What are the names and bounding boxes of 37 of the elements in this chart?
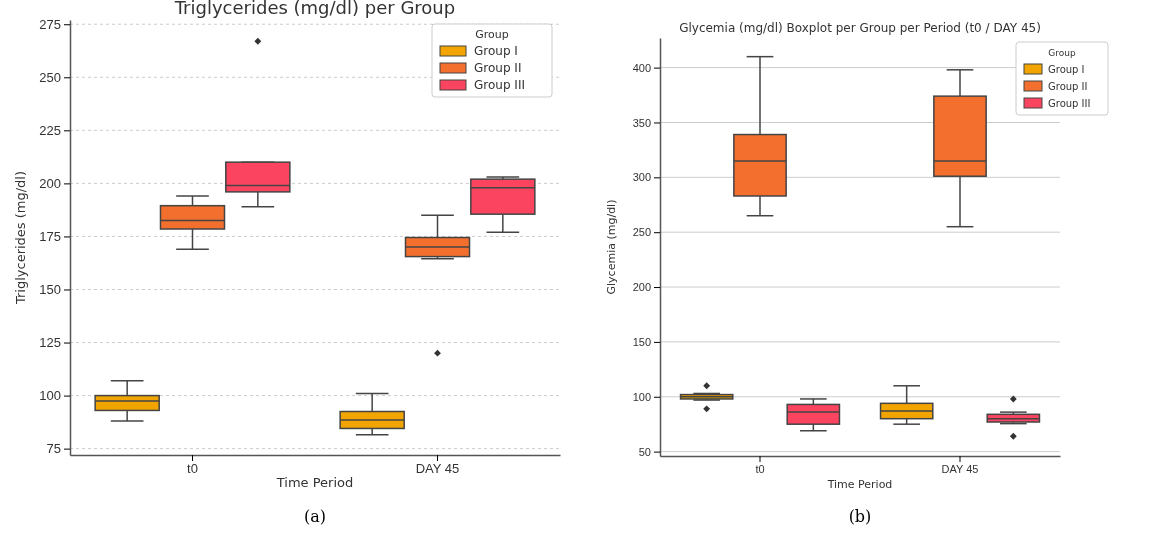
y-tick-label: 250 — [39, 69, 61, 85]
legend-label: Group II — [1048, 81, 1088, 92]
y-tick-label: 75 — [46, 441, 61, 457]
y-tick-label: 100 — [39, 388, 61, 404]
x-tick-label: t0 — [755, 462, 765, 475]
legend-label: Group III — [474, 78, 525, 92]
chart-title: Glycemia (mg/dl) Boxplot per Group per Period (t0 / DAY 45) — [679, 21, 1041, 35]
y-tick-label: 225 — [39, 123, 61, 138]
x-tick-label: DAY 45 — [941, 462, 979, 475]
legend-label: Group II — [474, 61, 522, 75]
y-tick-label: 125 — [39, 335, 61, 351]
y-tick-label: 400 — [632, 61, 651, 74]
x-axis-title: Time Period — [275, 475, 354, 490]
legend-label: Group I — [1048, 64, 1085, 75]
x-axis-title: Time Period — [826, 478, 893, 491]
y-tick-label: 250 — [632, 226, 651, 239]
legend-title: Group — [475, 28, 509, 41]
y-tick-label: 200 — [39, 176, 61, 192]
y-tick-label: 350 — [632, 116, 651, 129]
text: (a) — [303, 507, 327, 526]
y-tick-label: 150 — [39, 282, 61, 298]
y-tick-label: 150 — [632, 335, 651, 348]
legend-label: Group I — [474, 44, 518, 58]
x-tick-label: t0 — [187, 461, 198, 477]
y-axis-title: Triglycerides (mg/dl) — [13, 170, 28, 306]
chart-title: Triglycerides (mg/dl) per Group — [173, 0, 456, 18]
y-tick-label: 200 — [632, 281, 651, 294]
y-tick-label: 50 — [638, 445, 651, 458]
legend-label: Group III — [1048, 98, 1091, 109]
x-tick-label: DAY 45 — [415, 461, 460, 477]
y-tick-label: 100 — [632, 390, 651, 403]
y-tick-label: 275 — [39, 16, 61, 32]
y-tick-label: 300 — [632, 171, 651, 184]
legend-title: Group — [1048, 48, 1076, 58]
y-axis-title: Glycemia (mg/dl) — [605, 199, 618, 295]
y-tick-label: 175 — [39, 229, 61, 245]
text: (b) — [848, 507, 872, 526]
